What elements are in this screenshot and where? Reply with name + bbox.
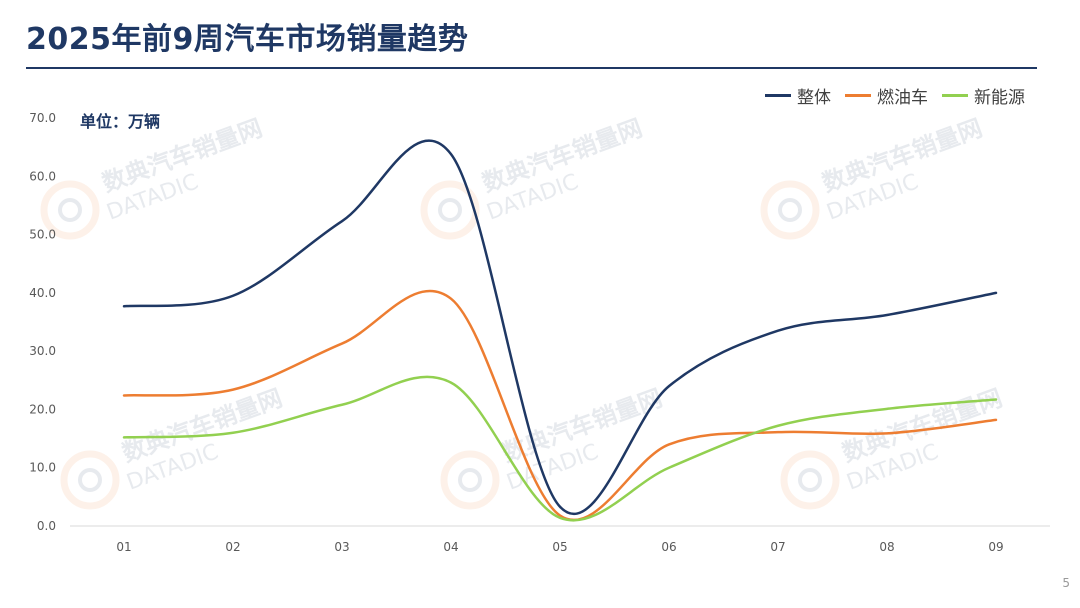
legend-label-nev: 新能源: [974, 88, 1025, 108]
x-tick-label: 09: [988, 540, 1003, 554]
series-line-nev: [122, 375, 998, 522]
unit-label: 单位：万辆: [80, 112, 161, 131]
y-tick-label: 10.0: [29, 461, 56, 475]
x-tick-label: 08: [879, 540, 894, 554]
watermark-logo-core-icon: [798, 468, 822, 492]
x-tick-label: 03: [334, 540, 349, 554]
legend-item-nev: 新能源: [942, 83, 1025, 108]
legend-swatch-overall: [765, 94, 791, 97]
chart-legend: 整体 燃油车 新能源: [765, 83, 1025, 108]
watermark-logo-icon: [760, 180, 820, 240]
watermark-logo-icon: [420, 180, 480, 240]
watermark-logo-core-icon: [78, 468, 102, 492]
y-tick-label: 50.0: [29, 228, 56, 242]
watermark-logo-icon: [440, 450, 500, 510]
page-title: 2025年前9周汽车市场销量趋势: [26, 22, 469, 57]
watermark-logo-core-icon: [458, 468, 482, 492]
x-tick-label: 04: [443, 540, 458, 554]
y-tick-label: 30.0: [29, 344, 56, 358]
page-number: 5: [1062, 576, 1070, 590]
y-tick-label: 70.0: [29, 111, 56, 125]
x-tick-label: 05: [552, 540, 567, 554]
watermark-logo-icon: [40, 180, 100, 240]
chart-series: [122, 139, 998, 522]
series-line-fuel: [122, 289, 998, 522]
legend-swatch-nev: [942, 94, 968, 97]
y-tick-label: 0.0: [37, 519, 56, 533]
x-tick-label: 07: [770, 540, 785, 554]
series-line-overall: [122, 139, 998, 516]
watermark-logo-core-icon: [438, 198, 462, 222]
legend-label-overall: 整体: [797, 88, 831, 108]
y-tick-label: 60.0: [29, 169, 56, 183]
legend-swatch-fuel: [845, 94, 871, 97]
watermark-logo-core-icon: [58, 198, 82, 222]
watermark-logo-core-icon: [778, 198, 802, 222]
x-tick-label: 06: [661, 540, 676, 554]
title-divider: [26, 67, 1037, 69]
watermark-logo-icon: [60, 450, 120, 510]
chart-axes: 0.0 10.0 20.0 30.0 40.0 50.0 60.0 70.0 01 02 03 04 0…: [29, 111, 1050, 554]
y-tick-label: 40.0: [29, 286, 56, 300]
legend-item-overall: 整体: [765, 83, 831, 108]
x-tick-label: 02: [225, 540, 240, 554]
legend-label-fuel: 燃油车: [877, 88, 928, 108]
y-tick-label: 20.0: [29, 402, 56, 416]
x-tick-label: 01: [116, 540, 131, 554]
legend-item-fuel: 燃油车: [845, 83, 928, 108]
watermark-logo-icon: [780, 450, 840, 510]
